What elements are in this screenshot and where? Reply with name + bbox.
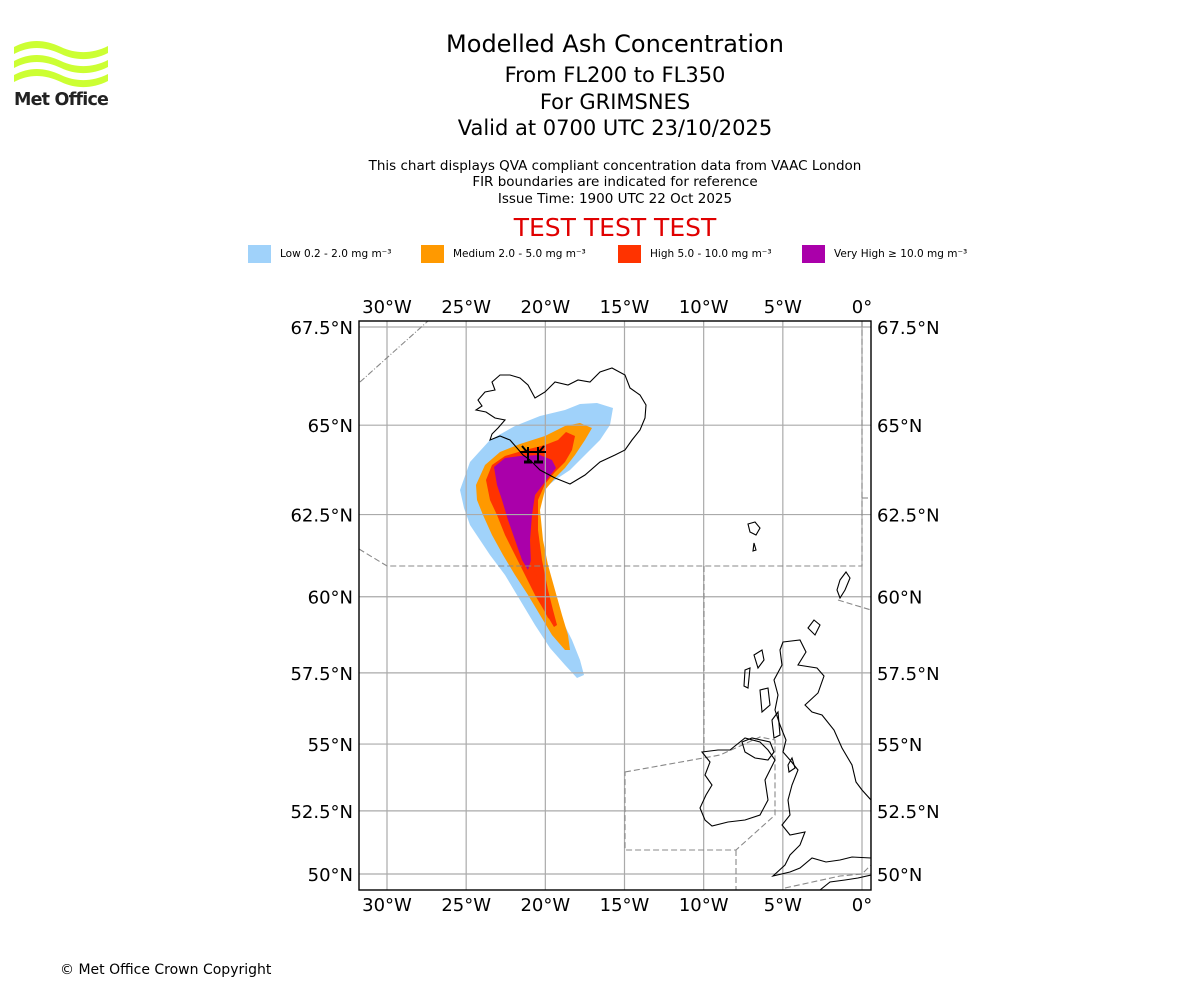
coastline-iceland: [474, 367, 647, 485]
longitude-labels-top: 30°W 25°W 20°W 15°W 10°W 5°W 0°: [362, 297, 872, 318]
info-fir: FIR boundaries are indicated for referen…: [472, 174, 758, 190]
coastline-france: [819, 874, 871, 890]
legend-swatch-low: [248, 245, 271, 263]
coastline-northern-ireland: [741, 737, 775, 761]
coastline-hebrides: [743, 649, 781, 739]
test-banner: TEST TEST TEST: [513, 213, 717, 242]
coastline-isle-of-man: [787, 756, 796, 773]
met-office-waves-icon: [14, 41, 108, 88]
latitude-tick-label: 52.5°N: [877, 802, 940, 823]
fir-boundaries: [359, 321, 871, 890]
latitude-tick-label: 67.5°N: [290, 318, 353, 339]
longitude-tick-label: 25°W: [441, 895, 491, 916]
coastline-faroe: [747, 521, 761, 552]
legend-swatch-very-high: [802, 245, 825, 263]
legend-label-low: Low 0.2 - 2.0 mg m⁻³: [280, 248, 392, 260]
legend-label-very-high: Very High ≥ 10.0 mg m⁻³: [834, 248, 968, 260]
latitude-tick-label: 62.5°N: [877, 506, 940, 527]
legend-label-medium: Medium 2.0 - 5.0 mg m⁻³: [453, 248, 586, 260]
longitude-tick-label: 10°W: [679, 297, 729, 318]
valid-time: Valid at 0700 UTC 23/10/2025: [457, 116, 773, 140]
latitude-tick-label: 57.5°N: [877, 664, 940, 685]
coastline-ireland: [699, 737, 776, 827]
latitude-tick-label: 60°N: [308, 588, 353, 609]
coastline-great-britain: [771, 639, 871, 878]
longitude-tick-label: 5°W: [764, 297, 802, 318]
volcano-name: For GRIMSNES: [539, 90, 691, 114]
latitude-tick-label: 52.5°N: [290, 802, 353, 823]
coastline-shetland: [836, 571, 851, 600]
fir-boundary-london: [784, 864, 871, 889]
latitude-tick-label: 60°N: [877, 588, 922, 609]
fir-boundary-west: [359, 321, 863, 567]
issue-time: Issue Time: 1900 UTC 22 Oct 2025: [497, 191, 733, 207]
latitude-tick-label: 55°N: [308, 735, 353, 756]
longitude-tick-label: 20°W: [520, 895, 570, 916]
longitude-tick-label: 0°: [852, 895, 872, 916]
coastlines: [474, 367, 871, 890]
longitude-tick-label: 5°W: [764, 895, 802, 916]
longitude-tick-label: 25°W: [441, 297, 491, 318]
longitude-tick-label: 15°W: [600, 895, 650, 916]
longitude-tick-label: 10°W: [679, 895, 729, 916]
met-office-logo-text: Met Office: [14, 90, 109, 110]
legend-item-very-high: Very High ≥ 10.0 mg m⁻³: [802, 244, 967, 264]
legend-label-high: High 5.0 - 10.0 mg m⁻³: [650, 248, 772, 260]
legend-swatch-medium: [421, 245, 444, 263]
coastline-orkney: [807, 619, 821, 636]
latitude-tick-label: 50°N: [308, 865, 353, 886]
longitude-labels-bottom: 30°W 25°W 20°W 15°W 10°W 5°W 0°: [362, 895, 872, 916]
latitude-labels-left: 67.5°N 65°N 62.5°N 60°N 57.5°N 55°N 52.5°N 50°N: [290, 318, 353, 886]
chart-title: Modelled Ash Concentration: [446, 30, 784, 58]
latitude-tick-label: 65°N: [308, 416, 353, 437]
legend-item-medium: Medium 2.0 - 5.0 mg m⁻³: [421, 244, 586, 264]
fir-boundary-reykjavik-north: [359, 321, 429, 383]
longitude-tick-label: 15°W: [600, 297, 650, 318]
map-frame: [358, 320, 872, 891]
plume-high-tail: [528, 560, 552, 620]
latitude-tick-label: 57.5°N: [290, 664, 353, 685]
legend-item-high: High 5.0 - 10.0 mg m⁻³: [618, 244, 772, 264]
latitude-tick-label: 65°N: [877, 416, 922, 437]
longitude-tick-label: 20°W: [520, 297, 570, 318]
latitude-tick-label: 62.5°N: [290, 506, 353, 527]
copyright-notice: © Met Office Crown Copyright: [60, 962, 272, 978]
latitude-tick-label: 67.5°N: [877, 318, 940, 339]
longitude-tick-label: 0°: [852, 297, 872, 318]
longitude-tick-label: 30°W: [362, 297, 412, 318]
legend-item-low: Low 0.2 - 2.0 mg m⁻³: [248, 244, 391, 264]
volcano-icon: [520, 445, 546, 464]
plume-very-high: [494, 455, 556, 570]
fir-boundary-ne: [837, 599, 871, 611]
longitude-tick-label: 30°W: [362, 895, 412, 916]
fir-boundary-shanwick: [624, 736, 776, 851]
latitude-tick-label: 50°N: [877, 865, 922, 886]
legend-swatch-high: [618, 245, 641, 263]
latitude-tick-label: 55°N: [877, 735, 922, 756]
latitude-labels-right: 67.5°N 65°N 62.5°N 60°N 57.5°N 55°N 52.5°N 50°N: [877, 318, 940, 886]
flight-level-range: From FL200 to FL350: [504, 63, 726, 87]
info-qva: This chart displays QVA compliant concen…: [368, 158, 862, 174]
